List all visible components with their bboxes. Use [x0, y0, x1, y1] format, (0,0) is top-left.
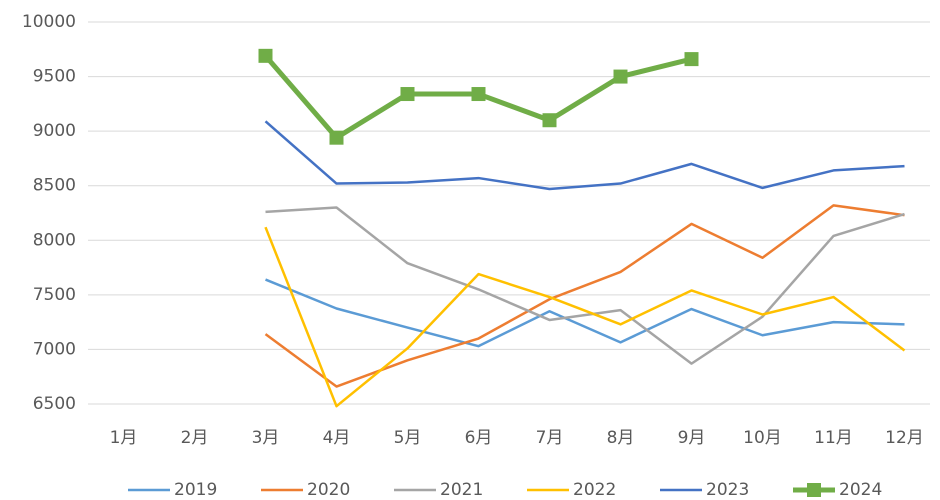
point-marker — [471, 87, 486, 102]
series-line — [264, 204, 905, 388]
point-marker — [329, 130, 344, 145]
legend-label: 2023 — [706, 480, 749, 500]
point-marker — [400, 87, 415, 102]
x-tick-label: 12月 — [885, 428, 924, 448]
x-tick-label: 3月 — [252, 428, 280, 448]
x-tick-label: 11月 — [814, 428, 853, 448]
y-tick-label: 10000 — [22, 12, 76, 32]
x-tick-label: 1月 — [110, 428, 138, 448]
y-tick-label: 9000 — [33, 121, 76, 141]
series-line — [264, 120, 905, 191]
y-tick-label: 6500 — [33, 394, 76, 414]
legend-marker — [807, 483, 821, 497]
x-tick-label: 5月 — [394, 428, 422, 448]
legend-label: 2022 — [573, 480, 616, 500]
legend-label: 2020 — [307, 480, 350, 500]
series-line — [264, 226, 906, 408]
x-tick-label: 8月 — [607, 428, 635, 448]
point-marker — [613, 69, 628, 84]
y-tick-label: 9500 — [33, 67, 76, 87]
legend-label: 2021 — [440, 480, 483, 500]
y-tick-label: 7000 — [33, 339, 76, 359]
point-marker — [542, 113, 557, 128]
y-tick-label: 8000 — [33, 230, 76, 250]
y-tick-label: 8500 — [33, 176, 76, 196]
series-line — [265, 206, 905, 365]
legend-label: 2024 — [839, 480, 882, 500]
y-tick-label: 7500 — [33, 285, 76, 305]
x-tick-label: 10月 — [743, 428, 782, 448]
x-tick-label: 6月 — [465, 428, 493, 448]
point-marker — [684, 52, 699, 67]
x-tick-label: 9月 — [678, 428, 706, 448]
legend-label: 2019 — [174, 480, 217, 500]
series-line — [265, 278, 905, 348]
x-tick-label: 2月 — [181, 428, 209, 448]
point-marker — [258, 48, 273, 63]
x-tick-label: 7月 — [536, 428, 564, 448]
x-tick-label: 4月 — [323, 428, 351, 448]
